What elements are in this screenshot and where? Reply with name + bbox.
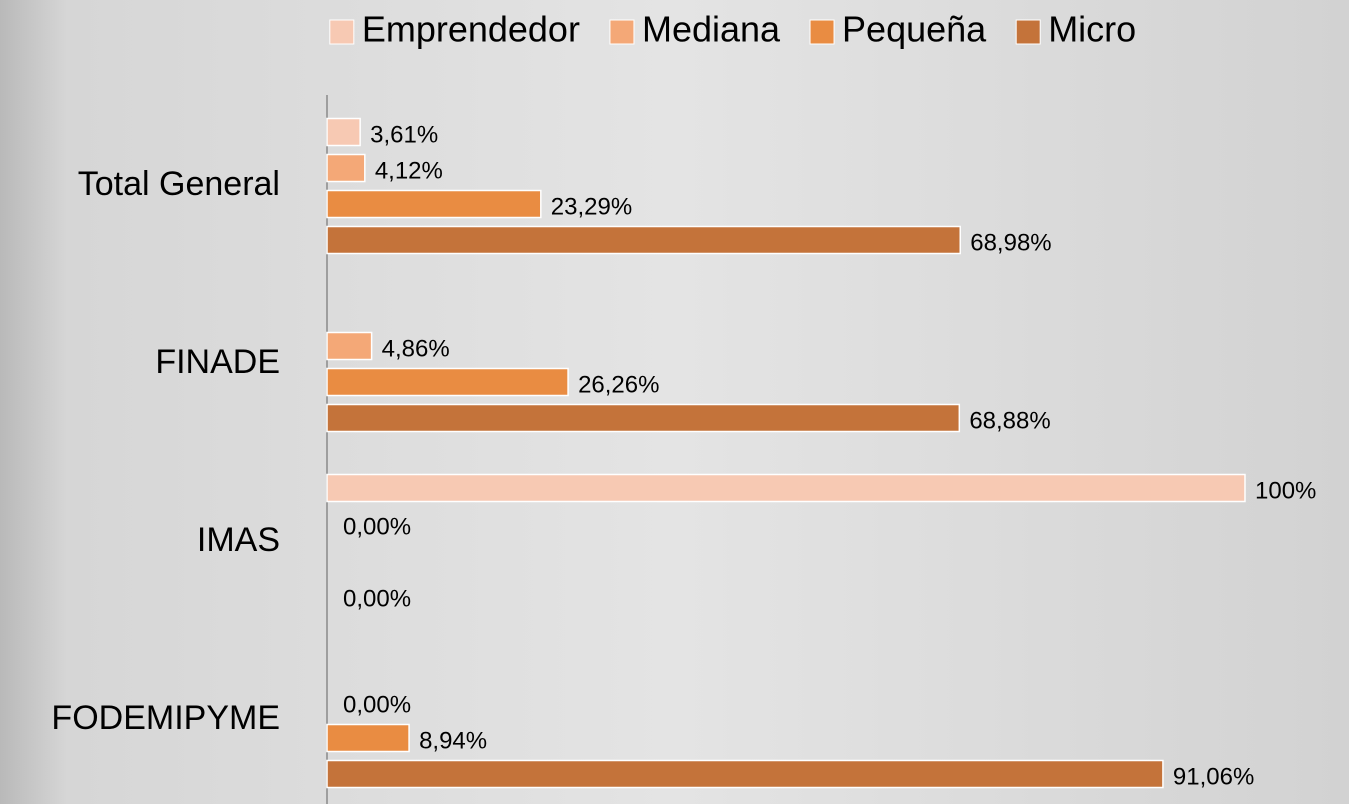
value-label: 23,29% [551,193,632,220]
value-label: 91,06% [1173,763,1254,790]
legend-swatch [1015,19,1041,45]
value-label: 26,26% [578,371,659,398]
category-label: IMAS [197,521,280,559]
legend-label: Pequeña [842,9,987,50]
bar [326,117,361,147]
bar [326,759,1164,789]
legend-swatch [329,19,355,45]
value-label: 100% [1255,477,1316,504]
value-label: 0,00% [343,691,411,718]
category-label: Total General [78,165,280,203]
legend-swatch [609,19,635,45]
legend-label: Micro [1048,9,1136,50]
value-label: 0,00% [343,513,411,540]
bar [326,331,373,361]
legend-label: Mediana [642,9,781,50]
value-label: 4,12% [375,157,443,184]
category-label: FODEMIPYME [51,699,280,737]
legend-label: Emprendedor [362,9,580,50]
value-label: 4,86% [382,335,450,362]
value-label: 0,00% [343,585,411,612]
bar [326,723,410,753]
bar [326,189,542,219]
category-label: FINADE [155,343,280,381]
value-label: 68,98% [970,229,1051,256]
value-label: 3,61% [370,121,438,148]
bar [326,403,961,433]
bar [326,225,961,255]
bar [326,367,569,397]
legend-swatch [809,19,835,45]
value-label: 8,94% [419,727,487,754]
value-label: 68,88% [969,407,1050,434]
bar [326,473,1246,503]
bar [326,153,366,183]
